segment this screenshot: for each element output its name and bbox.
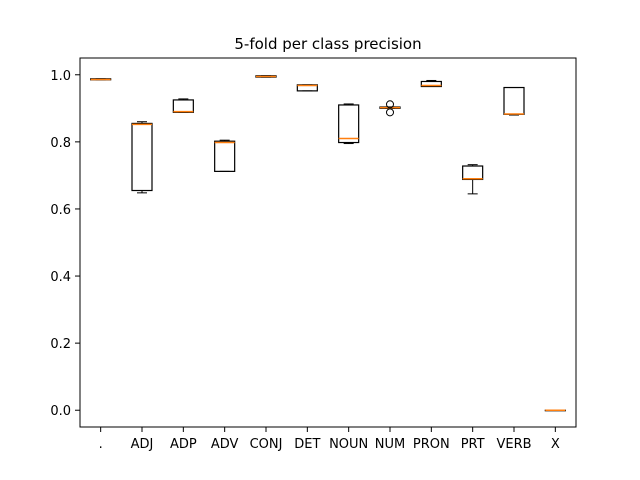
outlier-point (386, 108, 394, 117)
x-tick-label: PRON (413, 437, 450, 452)
box-body (503, 86, 525, 115)
y-axis: 0.0 0.2 0.4 0.6 0.8 1.0 (50, 69, 80, 419)
box-body (462, 165, 484, 181)
y-tick-label: 0.2 (50, 337, 71, 352)
x-tick-label: X (551, 437, 560, 452)
y-tick-label: 1.0 (50, 69, 71, 84)
y-tick-label: 0.4 (50, 270, 71, 285)
x-tick-label: ADJ (131, 437, 154, 452)
box-4 (255, 75, 277, 78)
box-series (90, 75, 566, 412)
box-0 (90, 78, 112, 81)
box-10 (503, 86, 525, 116)
x-tick-label: CONJ (250, 437, 283, 452)
x-tick-label: PRT (461, 437, 485, 452)
box-2 (172, 98, 194, 113)
outlier-point (386, 100, 394, 109)
x-tick-label: NOUN (329, 437, 368, 452)
y-tick-label: 0.0 (50, 404, 71, 419)
box-9 (462, 164, 484, 195)
x-axis: . ADJ ADP ADV CONJ DET NOUN NUM PRON PRT VERB X (99, 427, 560, 452)
box-body (172, 99, 194, 113)
box-11 (544, 409, 566, 412)
x-tick-label: ADP (170, 437, 197, 452)
box-8 (420, 79, 442, 88)
x-tick-label: VERB (496, 437, 531, 452)
box-1 (131, 121, 153, 194)
x-tick-label: DET (294, 437, 320, 452)
box-body (131, 122, 153, 192)
box-body (338, 104, 360, 144)
x-tick-label: ADV (211, 437, 239, 452)
chart-title: 5-fold per class precision (234, 35, 421, 53)
y-tick-label: 0.8 (50, 136, 71, 151)
box-6 (338, 103, 360, 145)
box-body (420, 80, 442, 88)
plot-area-frame (79, 57, 577, 428)
box-3 (214, 139, 236, 172)
x-tick-label: NUM (375, 437, 405, 452)
x-tick-label: . (99, 437, 103, 452)
y-tick-label: 0.6 (50, 203, 71, 218)
box-5 (296, 84, 318, 92)
box-7 (379, 100, 401, 117)
box-body (214, 140, 236, 172)
